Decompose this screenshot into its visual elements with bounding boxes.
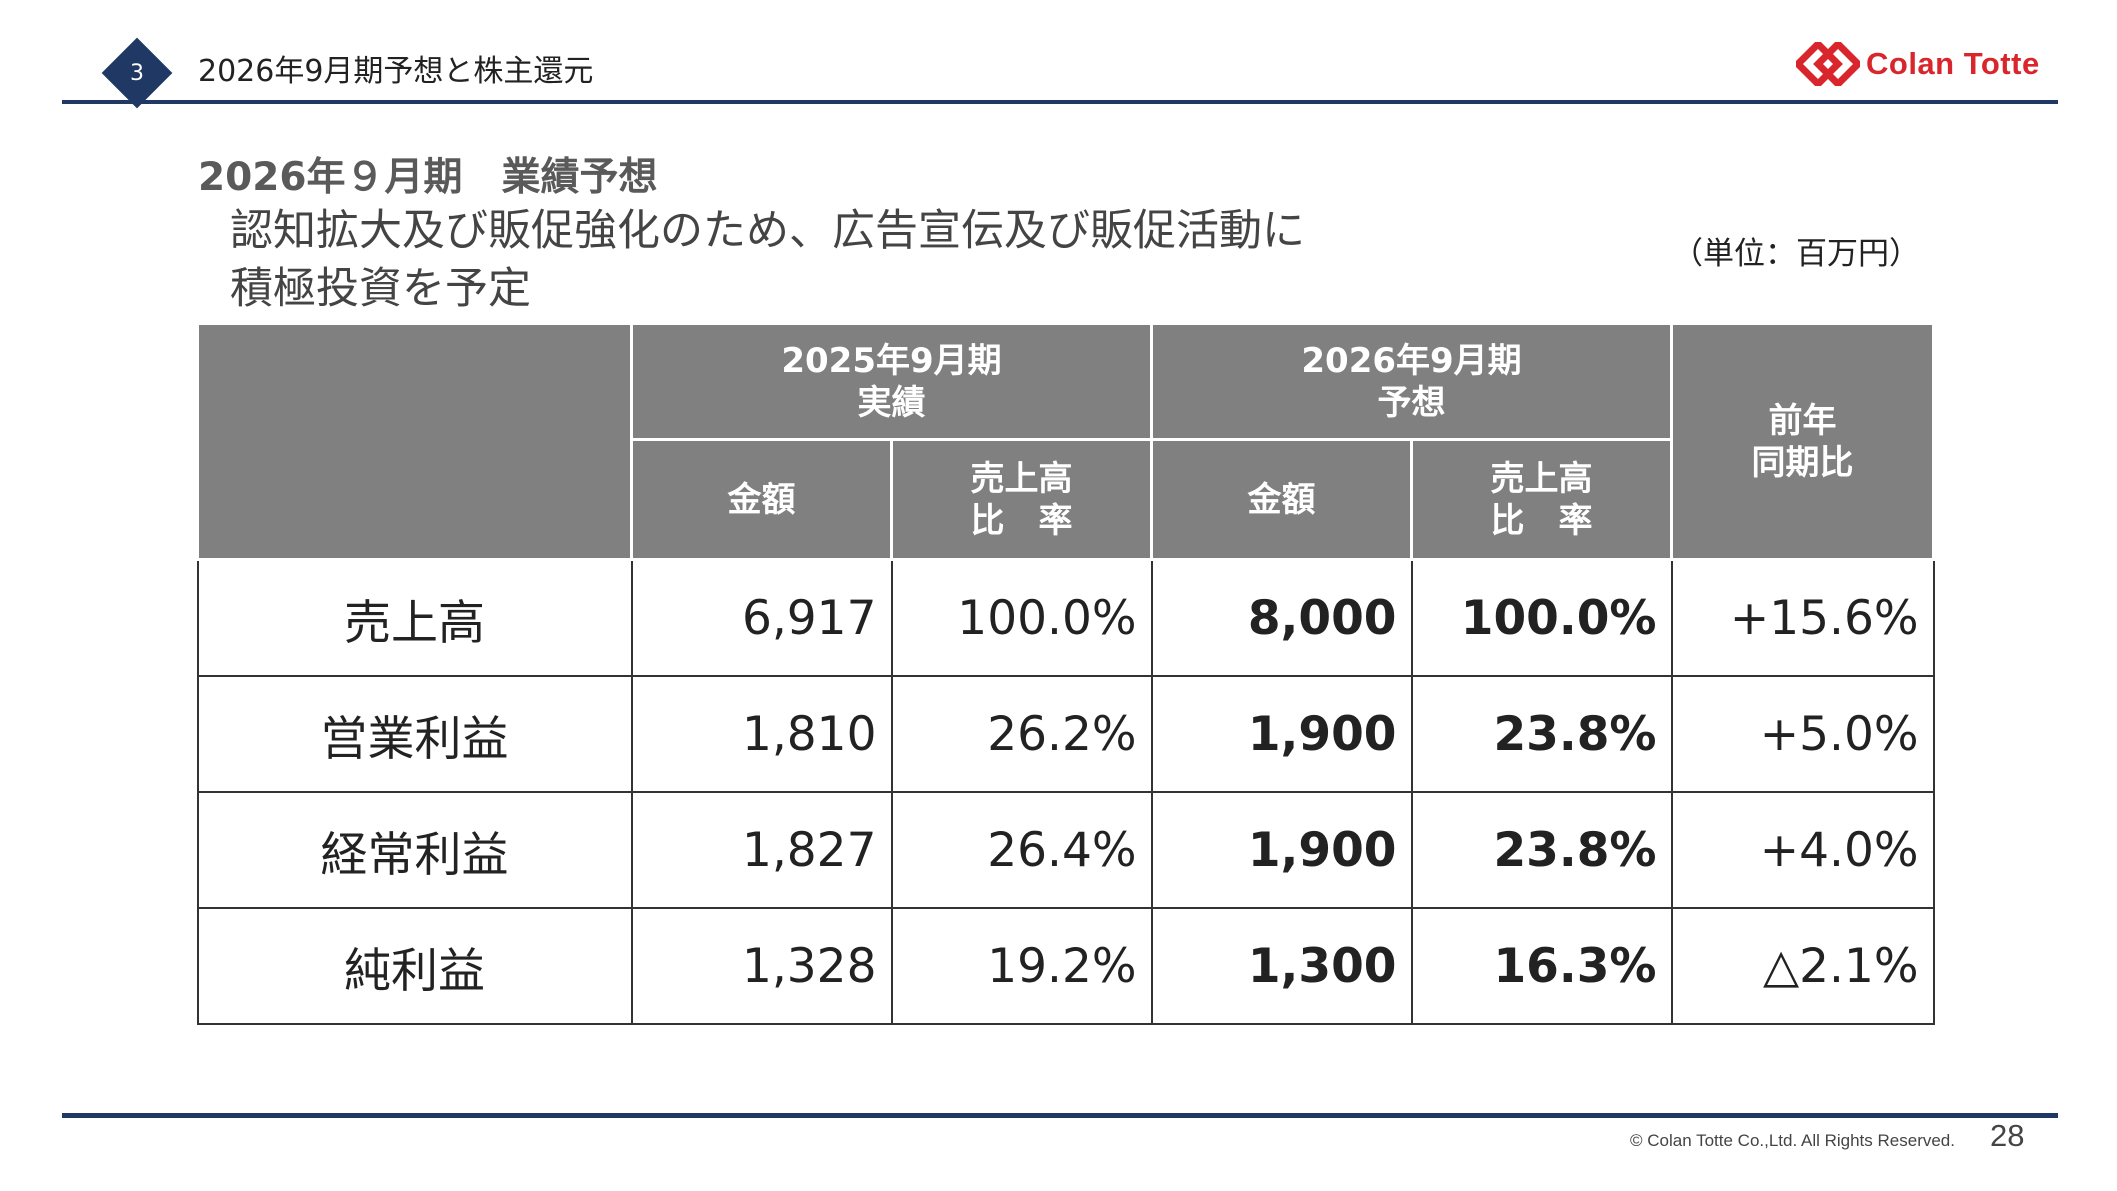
- header-group-2026: 2026年9月期 予想: [1150, 322, 1674, 441]
- header-ratio-2026: 売上高 比 率: [1410, 438, 1674, 561]
- header-group-2025-type: 実績: [857, 382, 926, 423]
- page-number: 28: [1990, 1118, 2025, 1153]
- header-yoy: 前年 同期比: [1670, 322, 1936, 561]
- footer-divider: [62, 1113, 2058, 1118]
- yoy-change: +4.0%: [1670, 791, 1935, 909]
- header-ratio-2026-line-2: 比 率: [1490, 500, 1593, 541]
- header-group-2025: 2025年9月期 実績: [629, 322, 1154, 441]
- header-divider: [62, 100, 2058, 104]
- table-row-ordinary-profit: 経常利益 1,827 26.4% 1,900 23.8% +4.0%: [196, 791, 1935, 909]
- section-number: 3: [130, 60, 144, 86]
- table-row-operating-profit: 営業利益 1,810 26.2% 1,900 23.8% +5.0%: [196, 675, 1935, 793]
- ratio-2025: 26.2%: [890, 675, 1153, 793]
- ratio-2025: 19.2%: [890, 907, 1153, 1025]
- yoy-change: +15.6%: [1670, 558, 1935, 677]
- header-ratio-2025: 売上高 比 率: [889, 438, 1154, 561]
- ratio-2026: 23.8%: [1410, 791, 1673, 909]
- header-group-2025-period: 2025年9月期: [781, 340, 1002, 381]
- ratio-2026: 100.0%: [1410, 558, 1673, 677]
- ratio-2026: 16.3%: [1410, 907, 1673, 1025]
- unit-note: （単位：百万円）: [1672, 236, 1920, 272]
- company-logo: Colan Totte: [1796, 42, 2040, 86]
- results-forecast-table: 2025年9月期 実績 2026年9月期 予想 前年 同期比 金額 売上高 比 …: [196, 322, 1936, 1025]
- header-yoy-line-1: 前年: [1768, 400, 1837, 441]
- copyright-notice: © Colan Totte Co.,Ltd. All Rights Reserv…: [1630, 1131, 1955, 1150]
- table-row-net-profit: 純利益 1,328 19.2% 1,300 16.3% △2.1%: [196, 907, 1935, 1025]
- amount-2026: 1,900: [1150, 791, 1413, 909]
- header-amount-2026: 金額: [1150, 438, 1414, 561]
- header-title: 2026年9月期予想と株主還元: [198, 54, 594, 89]
- header-group-2026-period: 2026年9月期: [1301, 340, 1522, 381]
- header-ratio-2026-line-1: 売上高: [1490, 458, 1593, 499]
- header-group-2026-type: 予想: [1377, 382, 1446, 423]
- amount-2025: 1,328: [630, 907, 893, 1025]
- ratio-2025: 26.4%: [890, 791, 1153, 909]
- row-label: 純利益: [196, 907, 633, 1025]
- subtitle: 認知拡大及び販促強化のため、広告宣伝及び販促活動に 積極投資を予定: [230, 202, 1305, 318]
- header-amount-2025: 金額: [630, 438, 893, 561]
- amount-2026: 1,300: [1150, 907, 1413, 1025]
- yoy-change: +5.0%: [1670, 675, 1935, 793]
- ratio-2025: 100.0%: [890, 558, 1153, 677]
- amount-2025: 1,810: [630, 675, 893, 793]
- header-blank-cell: [196, 322, 633, 561]
- header-ratio-2025-line-2: 比 率: [970, 500, 1073, 541]
- logo-mark-icon: [1796, 42, 1860, 86]
- page-heading: 2026年９月期 業績予想: [198, 155, 658, 200]
- table-header-row-1: 2025年9月期 実績 2026年9月期 予想 前年 同期比: [196, 322, 1936, 561]
- logo-text: Colan Totte: [1866, 46, 2040, 81]
- header-yoy-line-2: 同期比: [1751, 442, 1854, 483]
- yoy-change: △2.1%: [1670, 907, 1935, 1025]
- table-row-sales: 売上高 6,917 100.0% 8,000 100.0% +15.6%: [196, 558, 1935, 677]
- amount-2025: 6,917: [630, 558, 893, 677]
- subtitle-line-2: 積極投資を予定: [230, 264, 531, 314]
- amount-2026: 1,900: [1150, 675, 1413, 793]
- subtitle-line-1: 認知拡大及び販促強化のため、広告宣伝及び販促活動に: [230, 206, 1305, 256]
- row-label: 経常利益: [196, 791, 633, 909]
- row-label: 売上高: [196, 558, 633, 677]
- ratio-2026: 23.8%: [1410, 675, 1673, 793]
- row-label: 営業利益: [196, 675, 633, 793]
- amount-2025: 1,827: [630, 791, 893, 909]
- header-ratio-2025-line-1: 売上高: [970, 458, 1073, 499]
- table-header-row-2: 金額 売上高 比 率 金額 売上高 比 率: [198, 438, 1934, 561]
- amount-2026: 8,000: [1150, 558, 1413, 677]
